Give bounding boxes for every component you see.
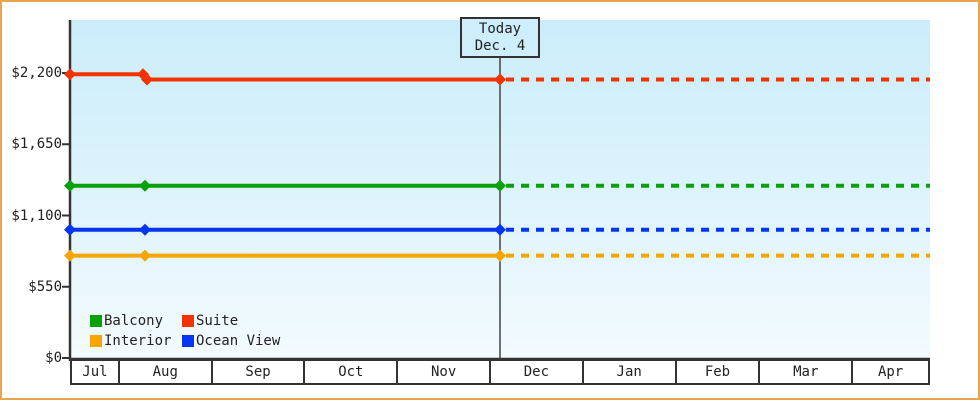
y-axis-label: $1,100 [11, 207, 62, 224]
y-axis-label: $0 [45, 350, 62, 366]
month-cell-apr: Apr [853, 361, 930, 383]
y-axis-label: $2,200 [11, 65, 62, 81]
data-point-marker [141, 73, 153, 86]
data-point-marker [494, 223, 506, 236]
data-point-marker [494, 249, 506, 262]
legend-item-ocean-view: Ocean View [182, 334, 280, 348]
today-label: Today [478, 20, 522, 37]
legend-swatch-icon [90, 335, 102, 347]
data-point-marker [64, 68, 76, 81]
series-line-suite [70, 72, 500, 82]
month-cell-aug: Aug [120, 361, 213, 383]
x-axis-month-row: Jul Aug Sep Oct Nov Dec Jan Feb Mar Apr [70, 359, 930, 385]
legend-item-interior: Interior [90, 334, 171, 348]
month-cell-jul: Jul [72, 361, 120, 383]
month-cell-oct: Oct [305, 361, 399, 383]
data-point-marker [64, 249, 76, 262]
month-cell-feb: Feb [677, 361, 761, 383]
data-point-marker [139, 223, 151, 236]
month-cell-nov: Nov [398, 361, 492, 383]
legend-item-balcony: Balcony [90, 314, 163, 328]
y-axis-label: $550 [28, 278, 62, 295]
legend-label: Suite [196, 313, 239, 329]
legend-label: Interior [104, 333, 172, 349]
data-point-marker [64, 179, 76, 192]
legend-swatch-icon [182, 335, 194, 347]
data-point-marker [494, 179, 506, 192]
today-date: Dec. 4 [474, 37, 526, 54]
y-axis-label: $1,650 [11, 136, 62, 153]
legend-label: Ocean View [196, 333, 281, 349]
month-cell-jan: Jan [584, 361, 677, 383]
month-cell-mar: Mar [760, 361, 854, 383]
data-point-marker [494, 73, 506, 86]
today-marker-box: Today Dec. 4 [460, 17, 540, 58]
month-cell-dec: Dec [491, 361, 584, 383]
legend-item-suite: Suite [182, 314, 238, 328]
legend-label: Balcony [104, 313, 164, 329]
data-point-marker [139, 179, 151, 192]
legend-swatch-icon [90, 315, 102, 327]
data-point-marker [64, 223, 76, 236]
data-point-marker [139, 249, 151, 262]
legend-swatch-icon [182, 315, 194, 327]
month-cell-sep: Sep [213, 361, 306, 383]
